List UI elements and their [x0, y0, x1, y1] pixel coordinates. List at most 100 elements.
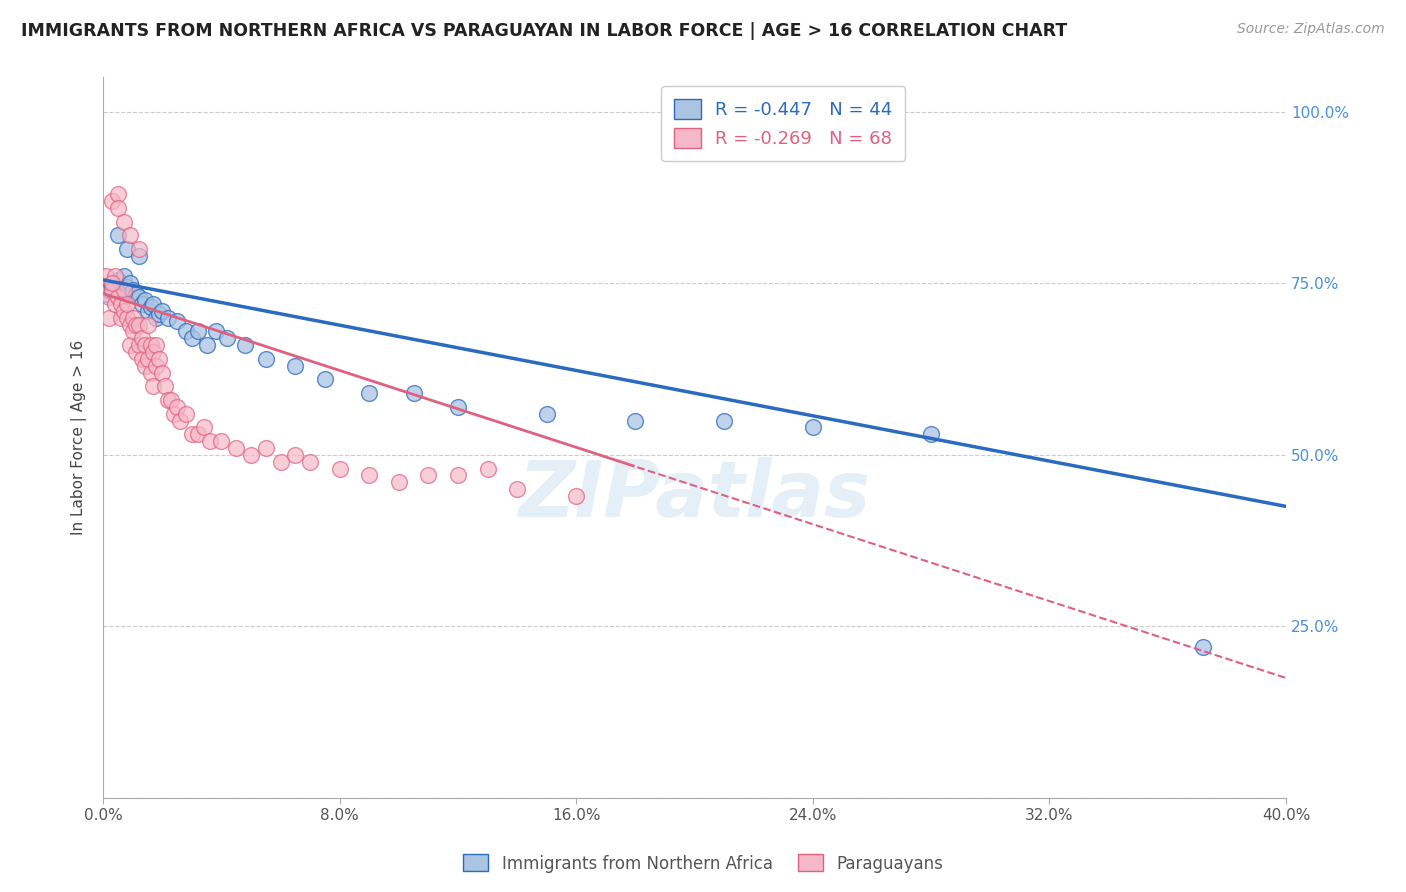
Point [128, 338, 150, 352]
Point [187, 427, 209, 442]
Point [174, 324, 197, 338]
Point [125, 318, 148, 332]
Point [128, 290, 150, 304]
Text: Source: ZipAtlas.com: Source: ZipAtlas.com [1237, 22, 1385, 37]
Point [96, 269, 118, 284]
Point [96, 286, 118, 301]
Point [713, 414, 735, 428]
Point [107, 273, 129, 287]
Point [107, 201, 129, 215]
Point [115, 279, 138, 293]
Point [180, 427, 202, 442]
Point [104, 297, 127, 311]
Point [329, 461, 352, 475]
Point [920, 427, 942, 442]
Point [98, 283, 121, 297]
Point [101, 277, 124, 291]
Point [284, 448, 307, 462]
Legend: R = -0.447   N = 44, R = -0.269   N = 68: R = -0.447 N = 44, R = -0.269 N = 68 [661, 87, 905, 161]
Text: ZIPatlas: ZIPatlas [519, 458, 870, 533]
Point [506, 482, 529, 496]
Point [145, 338, 167, 352]
Point [98, 310, 121, 325]
Point [145, 359, 167, 373]
Point [565, 489, 588, 503]
Point [160, 392, 183, 407]
Point [131, 351, 153, 366]
Point [115, 297, 138, 311]
Point [388, 475, 411, 490]
Point [180, 331, 202, 345]
Point [211, 434, 233, 449]
Point [801, 420, 824, 434]
Point [217, 331, 239, 345]
Point [104, 269, 127, 284]
Point [134, 338, 156, 352]
Point [163, 407, 186, 421]
Point [299, 455, 322, 469]
Point [110, 310, 132, 325]
Point [112, 269, 135, 284]
Point [115, 242, 138, 256]
Point [150, 303, 173, 318]
Point [314, 372, 336, 386]
Point [134, 293, 156, 308]
Point [110, 297, 132, 311]
Point [169, 414, 191, 428]
Point [142, 379, 165, 393]
Point [139, 338, 162, 352]
Point [157, 310, 180, 325]
Point [157, 392, 180, 407]
Point [624, 414, 647, 428]
Point [101, 279, 124, 293]
Point [148, 351, 170, 366]
Point [447, 400, 470, 414]
Point [134, 359, 156, 373]
Point [128, 242, 150, 256]
Point [104, 277, 127, 291]
Point [148, 307, 170, 321]
Point [125, 286, 148, 301]
Point [359, 386, 381, 401]
Point [166, 314, 188, 328]
Point [139, 366, 162, 380]
Point [107, 187, 129, 202]
Point [225, 441, 247, 455]
Point [107, 290, 129, 304]
Point [155, 379, 177, 393]
Point [402, 386, 425, 401]
Point [418, 468, 440, 483]
Point [536, 407, 558, 421]
Point [198, 434, 221, 449]
Point [270, 455, 292, 469]
Point [112, 303, 135, 318]
Point [204, 324, 226, 338]
Point [118, 338, 141, 352]
Point [112, 283, 135, 297]
Point [98, 290, 121, 304]
Point [195, 338, 218, 352]
Point [131, 297, 153, 311]
Point [121, 283, 143, 297]
Legend: Immigrants from Northern Africa, Paraguayans: Immigrants from Northern Africa, Paragua… [457, 847, 949, 880]
Point [1192, 640, 1215, 654]
Point [174, 407, 197, 421]
Point [121, 310, 143, 325]
Point [118, 277, 141, 291]
Point [128, 249, 150, 263]
Point [110, 290, 132, 304]
Point [233, 338, 256, 352]
Point [240, 448, 263, 462]
Point [131, 331, 153, 345]
Point [359, 468, 381, 483]
Point [136, 351, 159, 366]
Point [254, 351, 277, 366]
Point [107, 228, 129, 243]
Point [112, 214, 135, 228]
Point [115, 310, 138, 325]
Point [284, 359, 307, 373]
Point [101, 194, 124, 208]
Point [128, 318, 150, 332]
Point [150, 366, 173, 380]
Point [142, 297, 165, 311]
